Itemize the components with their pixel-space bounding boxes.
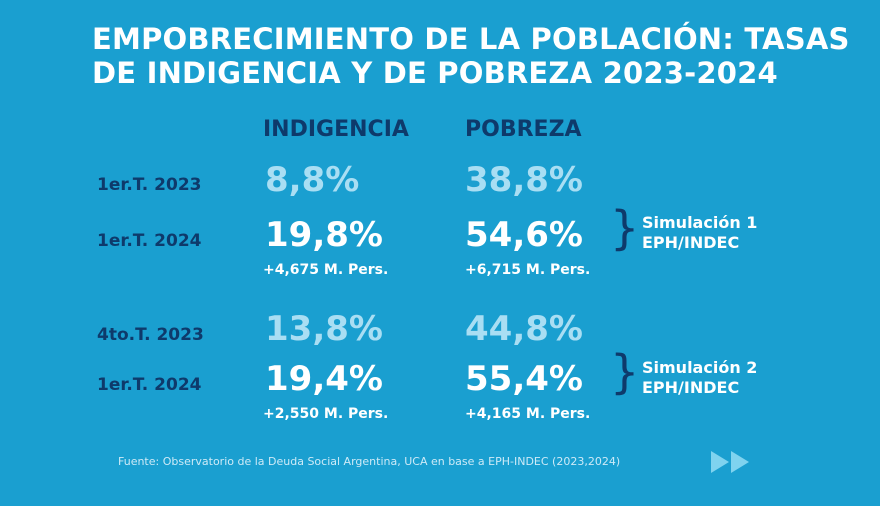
value-pobreza-row-1: 38,8% xyxy=(465,160,583,200)
chart-title-line-1: EMPOBRECIMIENTO DE LA POBLACIÓN: TASAS xyxy=(92,22,850,56)
value-indigencia-row-3: 13,8% xyxy=(265,309,383,349)
chevron-1 xyxy=(711,451,729,473)
value-indigencia-row-1: 8,8% xyxy=(265,160,360,200)
value-indigencia-row-4: 19,4% xyxy=(265,359,383,399)
row-label-1: 1er.T. 2023 xyxy=(97,175,202,195)
row-label-4: 1er.T. 2024 xyxy=(97,375,202,395)
simulation-2-line-2: EPH/INDEC xyxy=(642,378,740,397)
brace-group-2: } xyxy=(610,345,640,399)
brace-group-1: } xyxy=(610,201,640,255)
simulation-label-1: Simulación 1 EPH/INDEC xyxy=(642,213,757,253)
source-note: Fuente: Observatorio de la Deuda Social … xyxy=(118,455,621,468)
value-pobreza-row-3: 44,8% xyxy=(465,309,583,349)
simulation-2-line-1: Simulación 2 xyxy=(642,358,758,377)
value-pobreza-row-2: 54,6% xyxy=(465,215,583,255)
chart-title-line-2: DE INDIGENCIA Y DE POBREZA 2023-2024 xyxy=(92,56,778,90)
row-label-2: 1er.T. 2024 xyxy=(97,231,202,251)
column-header-indigencia: INDIGENCIA xyxy=(263,117,409,142)
chevron-2 xyxy=(731,451,749,473)
value-pobreza-row-4: 55,4% xyxy=(465,359,583,399)
value-indigencia-row-2: 19,8% xyxy=(265,215,383,255)
double-chevron-right-icon[interactable] xyxy=(709,448,757,476)
delta-pobreza-row-4: +4,165 M. Pers. xyxy=(465,406,591,422)
row-label-3: 4to.T. 2023 xyxy=(97,325,204,345)
delta-indigencia-row-4: +2,550 M. Pers. xyxy=(263,406,389,422)
column-header-pobreza: POBREZA xyxy=(465,117,582,142)
simulation-1-line-1: Simulación 1 xyxy=(642,213,758,232)
simulation-label-2: Simulación 2 EPH/INDEC xyxy=(642,358,757,398)
delta-pobreza-row-2: +6,715 M. Pers. xyxy=(465,262,591,278)
delta-indigencia-row-2: +4,675 M. Pers. xyxy=(263,262,389,278)
simulation-1-line-2: EPH/INDEC xyxy=(642,233,740,252)
